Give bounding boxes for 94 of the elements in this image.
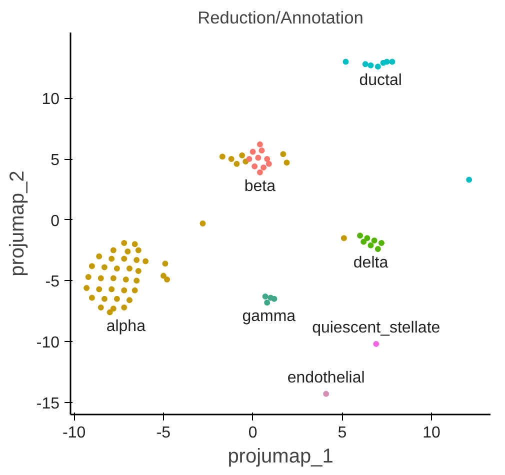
point (373, 340, 380, 347)
point (342, 58, 349, 65)
point (96, 286, 102, 292)
series-label: gamma (242, 308, 296, 326)
point (260, 164, 267, 171)
point (364, 235, 370, 242)
point (132, 241, 138, 248)
point (374, 246, 381, 252)
point (246, 156, 252, 162)
point (228, 156, 234, 162)
x-tick-label: 0 (248, 424, 258, 442)
point (256, 169, 263, 176)
point (271, 296, 278, 302)
point (374, 64, 381, 70)
point (135, 268, 142, 274)
point (135, 247, 142, 254)
series-label: endothelial (287, 369, 365, 386)
point (378, 240, 384, 246)
y-tick-label: -10 (36, 334, 60, 352)
point (96, 253, 102, 260)
point (85, 274, 92, 280)
point (101, 296, 108, 302)
x-tick-label: -5 (156, 424, 171, 442)
point (264, 300, 270, 306)
point (101, 264, 108, 270)
point (262, 294, 268, 300)
point (200, 220, 206, 226)
point (122, 276, 129, 282)
point (357, 232, 364, 239)
point (384, 58, 390, 65)
y-tick-label: 5 (50, 152, 60, 170)
point (340, 235, 347, 242)
point (110, 275, 116, 282)
point (106, 309, 113, 316)
y-axis-title: projumap_2 (6, 170, 28, 276)
y-tick-label: 0 (50, 212, 60, 230)
x-tick-label: 5 (338, 424, 347, 442)
point (121, 256, 128, 262)
point (255, 154, 262, 161)
point (466, 176, 472, 183)
point (160, 272, 166, 279)
point (162, 260, 168, 267)
point (98, 275, 104, 282)
point (164, 276, 170, 282)
point (142, 258, 149, 264)
x-axis-title: projumap_1 (228, 446, 334, 468)
point (389, 58, 396, 65)
series-label: ductal (359, 72, 402, 90)
point (110, 306, 116, 312)
series-label: quiescent_stellate (312, 319, 440, 336)
point (126, 266, 132, 272)
point (360, 238, 367, 245)
point (134, 278, 140, 284)
point (110, 247, 116, 254)
point (371, 238, 378, 244)
point (84, 284, 90, 291)
point (126, 297, 132, 304)
point (284, 160, 290, 166)
point (121, 304, 128, 310)
point (368, 62, 374, 68)
point (134, 257, 140, 263)
point (264, 156, 270, 162)
point (368, 242, 374, 248)
point (98, 304, 104, 310)
point (124, 248, 131, 254)
point (88, 294, 95, 301)
point (88, 263, 95, 270)
point (121, 240, 128, 246)
point (362, 61, 368, 68)
y-tick-label: 10 (42, 91, 60, 108)
series-label: beta (244, 178, 276, 195)
point (121, 287, 128, 294)
x-tick-label: 10 (422, 424, 441, 442)
point (132, 287, 138, 294)
point (108, 286, 115, 292)
series-label: delta (353, 254, 388, 272)
point (239, 152, 246, 158)
point (114, 266, 120, 272)
y-tick-label: -5 (45, 274, 60, 291)
y-tick-label: -15 (36, 395, 60, 412)
x-tick-label: -10 (62, 424, 86, 442)
point (234, 160, 240, 167)
point (114, 296, 120, 302)
point (266, 160, 272, 167)
point (323, 390, 330, 397)
series-label: alpha (106, 318, 146, 335)
point (258, 148, 265, 154)
point (250, 148, 256, 155)
point (252, 163, 258, 170)
chart-title: Reduction/Annotation (198, 8, 364, 28)
point (108, 256, 115, 262)
point (219, 154, 226, 160)
point (256, 141, 263, 148)
point (280, 151, 286, 158)
